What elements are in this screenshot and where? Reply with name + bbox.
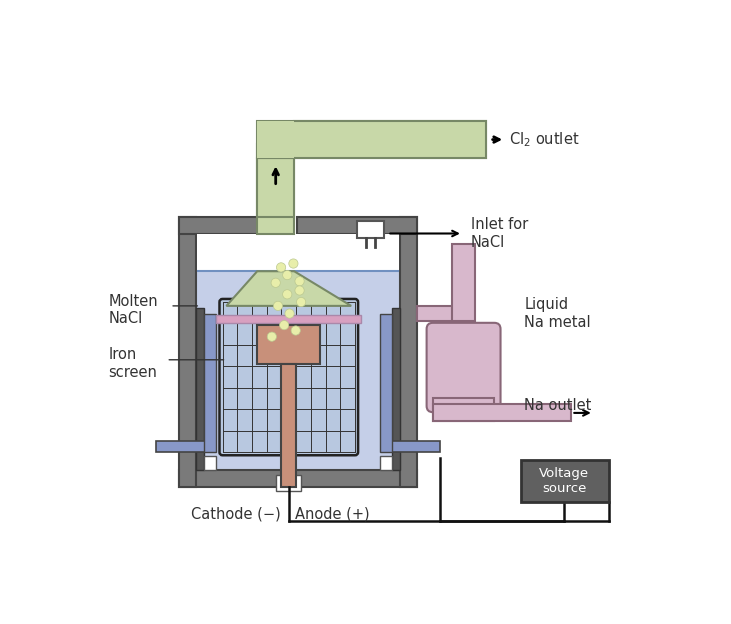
Circle shape [295, 286, 304, 295]
Circle shape [285, 309, 294, 318]
Circle shape [268, 332, 276, 341]
Circle shape [283, 270, 292, 280]
Text: Iron
screen: Iron screen [109, 348, 157, 380]
FancyBboxPatch shape [427, 323, 501, 412]
Bar [379, 314, 392, 452]
Text: Voltage
source: Voltage source [539, 467, 589, 495]
Bar [179, 470, 417, 487]
Bar [156, 441, 211, 452]
Bar [281, 364, 297, 487]
Text: Inlet for
NaCl: Inlet for NaCl [471, 217, 528, 250]
Text: Molten
NaCl: Molten NaCl [109, 293, 158, 326]
Circle shape [289, 259, 298, 268]
Bar [386, 441, 440, 452]
Bar [197, 308, 204, 470]
Circle shape [279, 321, 289, 329]
Bar [257, 325, 320, 364]
Bar [452, 321, 475, 329]
Circle shape [276, 263, 286, 272]
Bar [204, 456, 216, 470]
Bar [197, 234, 399, 267]
Text: Cl$_2$ outlet: Cl$_2$ outlet [509, 130, 580, 149]
Bar [294, 121, 486, 158]
Bar [417, 306, 466, 321]
Bar [400, 217, 417, 487]
Bar [216, 315, 361, 323]
Bar [520, 460, 609, 502]
Bar [257, 121, 486, 158]
FancyBboxPatch shape [219, 299, 358, 456]
Circle shape [291, 326, 300, 335]
Bar [433, 404, 572, 421]
Circle shape [283, 290, 292, 299]
Text: Na outlet: Na outlet [524, 399, 592, 414]
Bar [197, 234, 399, 271]
Circle shape [271, 278, 280, 288]
Circle shape [273, 301, 283, 311]
Bar [452, 244, 475, 321]
Bar [204, 314, 216, 452]
Bar [179, 217, 276, 234]
Bar [257, 144, 294, 234]
Bar [392, 308, 400, 470]
Bar [197, 234, 400, 470]
Bar [257, 121, 294, 158]
Bar [257, 158, 294, 217]
Circle shape [295, 276, 304, 286]
Bar [433, 398, 494, 421]
Text: Cathode (−): Cathode (−) [191, 506, 281, 521]
Text: Liquid
Na metal: Liquid Na metal [524, 298, 591, 329]
Bar [357, 221, 385, 238]
Text: Anode (+): Anode (+) [295, 506, 369, 521]
Polygon shape [227, 271, 351, 306]
Bar [179, 217, 197, 487]
Bar [380, 456, 392, 470]
Circle shape [297, 298, 306, 306]
Bar [276, 475, 301, 490]
Bar [298, 217, 417, 234]
